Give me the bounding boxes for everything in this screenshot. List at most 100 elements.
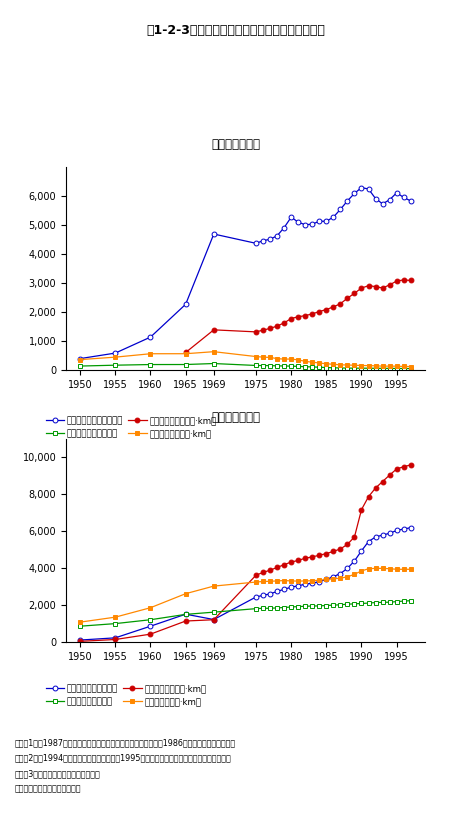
Line: 自動車貨物（百万トン）: 自動車貨物（百万トン） [78,185,413,361]
自動車旅客（億人·km） [408,460,413,470]
鉄道旅客（億人·km） [337,573,343,583]
鉄道貨物（百万トン） [408,363,413,373]
鉄道旅客（億人·km） [330,574,336,584]
自動車貨物（百万トン） [310,220,315,229]
鉄道旅客（億人·km） [366,564,371,574]
自動車貨物（億トン·km） [267,324,273,333]
自動車貨物（百万トン） [253,238,259,248]
鉄道旅客（億人·km） [345,572,350,582]
鉄道貨物（億トン·km） [352,360,357,370]
自動車貨物（億トン·km） [183,348,188,358]
自動車旅客（千万人） [281,585,287,594]
Line: 自動車旅客（千万人）: 自動車旅客（千万人） [78,525,413,642]
自動車貨物（億トン·km） [401,275,406,285]
自動車旅客（億人·km） [316,550,322,560]
自動車旅客（億人·km） [183,616,188,626]
鉄道旅客（億人·km） [77,617,83,627]
鉄道貨物（百万トン） [387,363,392,373]
自動車貨物（億トン·km） [408,276,413,285]
鉄道旅客（千万人） [267,603,273,613]
Legend: 自動車貨物（百万トン）, 鉄道貨物（百万トン）, 自動車貨物（億トン·km）, 鉄道貨物（億トン·km）: 自動車貨物（百万トン）, 鉄道貨物（百万トン）, 自動車貨物（億トン·km）, … [42,412,220,441]
鉄道貨物（億トン·km） [148,349,153,359]
自動車貨物（百万トン） [337,204,343,214]
鉄道貨物（百万トン） [373,363,379,373]
自動車貨物（百万トン） [281,223,287,233]
自動車旅客（億人·km） [337,544,343,554]
鉄道旅客（千万人） [295,602,301,611]
鉄道旅客（億人·km） [288,576,294,586]
鉄道旅客（億人·km） [295,576,301,586]
自動車貨物（億トン·km） [288,314,294,324]
鉄道貨物（百万トン） [148,359,153,369]
鉄道貨物（億トン·km） [401,362,406,372]
鉄道貨物（百万トン） [183,359,188,369]
鉄道貨物（億トン·km） [316,358,322,367]
鉄道旅客（億人·km） [310,576,315,585]
自動車貨物（億トン·km） [345,293,350,303]
鉄道貨物（億トン·km） [77,354,83,364]
自動車貨物（百万トン） [373,193,379,203]
鉄道貨物（百万トン） [345,363,350,373]
鉄道旅客（億人·km） [267,576,273,586]
自動車貨物（百万トン） [295,217,301,227]
自動車旅客（億人·km） [267,565,273,575]
自動車貨物（百万トン） [260,236,266,246]
自動車旅客（千万人） [260,590,266,600]
鉄道貨物（百万トン） [394,363,399,373]
自動車旅客（千万人） [310,578,315,588]
鉄道貨物（百万トン） [380,363,386,373]
鉄道旅客（千万人） [330,600,336,610]
Line: 自動車貨物（億トン·km）: 自動車貨物（億トン·km） [183,277,413,355]
鉄道貨物（百万トン） [295,362,301,372]
自動車貨物（億トン·km） [211,325,217,335]
鉄道貨物（百万トン） [366,363,371,373]
鉄道旅客（億人·km） [408,564,413,574]
鉄道旅客（億人·km） [253,577,259,587]
鉄道貨物（億トン·km） [387,361,392,371]
Line: 鉄道旅客（億人·km）: 鉄道旅客（億人·km） [78,566,413,624]
自動車貨物（百万トン） [267,234,273,244]
自動車貨物（百万トン） [345,196,350,206]
鉄道貨物（百万トン） [288,361,294,371]
Text: 2．　1994年度の自動車の数値には、1995年１月～３月の兵庫県の数値を含まない。: 2． 1994年度の自動車の数値には、1995年１月～３月の兵庫県の数値を含まな… [14,754,231,763]
自動車旅客（千万人） [387,528,392,538]
自動車旅客（千万人） [183,609,188,619]
自動車貨物（億トン·km） [303,311,308,320]
鉄道旅客（億人·km） [281,576,287,585]
鉄道貨物（億トン·km） [408,362,413,372]
自動車貨物（百万トン） [366,184,371,193]
自動車旅客（億人·km） [373,483,379,493]
鉄道貨物（百万トン） [112,360,118,370]
自動車貨物（百万トン） [316,216,322,226]
自動車旅客（千万人） [316,576,322,586]
自動車旅客（億人·km） [323,549,329,559]
Text: 3．　鉄道は、有償のみである。: 3． 鉄道は、有償のみである。 [14,769,100,778]
自動車旅客（億人·km） [260,567,266,577]
鉄道旅客（千万人） [401,596,406,606]
自動車貨物（百万トン） [394,188,399,198]
自動車貨物（億トン·km） [380,283,386,293]
Line: 鉄道旅客（千万人）: 鉄道旅客（千万人） [78,598,413,628]
鉄道旅客（億人·km） [323,575,329,585]
自動車旅客（億人·km） [380,476,386,486]
鉄道貨物（百万トン） [310,362,315,372]
鉄道旅客（億人·km） [260,576,266,586]
自動車貨物（億トン·km） [366,280,371,290]
Text: 資料：連輸省「陸運統計要覧」: 資料：連輸省「陸運統計要覧」 [14,785,81,793]
鉄道貨物（億トン·km） [380,361,386,371]
自動車旅客（億人·km） [148,629,153,639]
自動車貨物（百万トン） [352,189,357,198]
自動車旅客（千万人） [253,592,259,602]
自動車旅客（千万人） [380,530,386,540]
鉄道旅客（千万人） [366,598,371,608]
鉄道貨物（億トン·km） [373,361,379,371]
自動車貨物（億トン·km） [387,280,392,289]
自動車旅客（千万人） [274,587,280,597]
鉄道貨物（億トン·km） [366,361,371,371]
Line: 鉄道貨物（百万トン）: 鉄道貨物（百万トン） [78,361,413,371]
自動車旅客（千万人） [352,556,357,566]
自動車旅客（億人·km） [253,571,259,580]
自動車貨物（億トン·km） [394,276,399,286]
鉄道旅客（千万人） [310,601,315,611]
鉄道旅客（千万人） [408,596,413,606]
